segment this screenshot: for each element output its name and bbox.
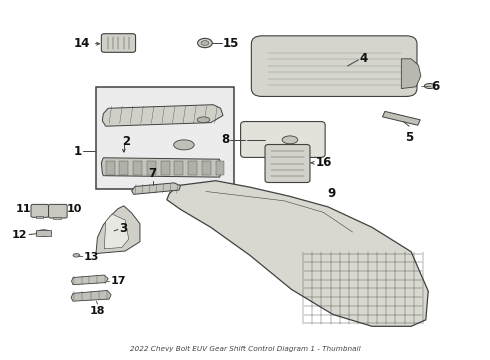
Ellipse shape: [173, 140, 194, 150]
Bar: [53, 217, 61, 219]
Text: 3: 3: [119, 222, 127, 235]
Text: 2022 Chevy Bolt EUV Gear Shift Control Diagram 1 - Thumbnail: 2022 Chevy Bolt EUV Gear Shift Control D…: [130, 346, 360, 352]
Bar: [96, 87, 234, 189]
Bar: [216, 161, 224, 175]
Ellipse shape: [36, 230, 51, 236]
Polygon shape: [401, 59, 421, 89]
Ellipse shape: [282, 136, 298, 144]
Text: 6: 6: [432, 80, 440, 93]
Text: 5: 5: [405, 131, 413, 144]
Polygon shape: [102, 105, 223, 126]
FancyBboxPatch shape: [265, 144, 310, 183]
Ellipse shape: [73, 253, 80, 257]
FancyBboxPatch shape: [251, 36, 417, 96]
FancyBboxPatch shape: [49, 204, 67, 218]
Ellipse shape: [201, 41, 209, 45]
Text: 18: 18: [90, 306, 105, 316]
Bar: [120, 161, 128, 175]
Text: 14: 14: [73, 37, 90, 50]
Bar: [188, 161, 197, 175]
Text: 10: 10: [67, 204, 82, 215]
Polygon shape: [96, 206, 140, 253]
Text: 13: 13: [84, 252, 99, 262]
FancyBboxPatch shape: [101, 34, 136, 52]
Bar: [133, 161, 142, 175]
Ellipse shape: [197, 39, 212, 48]
Text: 7: 7: [148, 167, 156, 180]
Text: 1: 1: [73, 145, 81, 158]
Bar: [147, 161, 156, 175]
Polygon shape: [167, 181, 428, 326]
Polygon shape: [71, 291, 111, 301]
Text: 11: 11: [16, 204, 31, 215]
Text: 4: 4: [360, 52, 368, 65]
Ellipse shape: [424, 84, 435, 89]
Polygon shape: [132, 183, 180, 194]
Ellipse shape: [197, 117, 210, 123]
Polygon shape: [104, 214, 129, 249]
Bar: [36, 230, 51, 236]
Polygon shape: [101, 158, 221, 177]
Polygon shape: [383, 111, 420, 125]
Text: 8: 8: [221, 133, 229, 146]
Text: 9: 9: [327, 187, 335, 200]
Bar: [202, 161, 211, 175]
Text: 12: 12: [12, 230, 27, 239]
Text: 16: 16: [316, 156, 332, 169]
Text: 17: 17: [111, 276, 126, 286]
FancyBboxPatch shape: [31, 204, 49, 217]
Text: 15: 15: [223, 36, 240, 50]
Text: 2: 2: [122, 135, 130, 148]
Bar: [36, 216, 43, 218]
Polygon shape: [72, 275, 108, 285]
Bar: [161, 161, 170, 175]
Bar: [174, 161, 183, 175]
Bar: [106, 161, 115, 175]
FancyBboxPatch shape: [241, 122, 325, 157]
